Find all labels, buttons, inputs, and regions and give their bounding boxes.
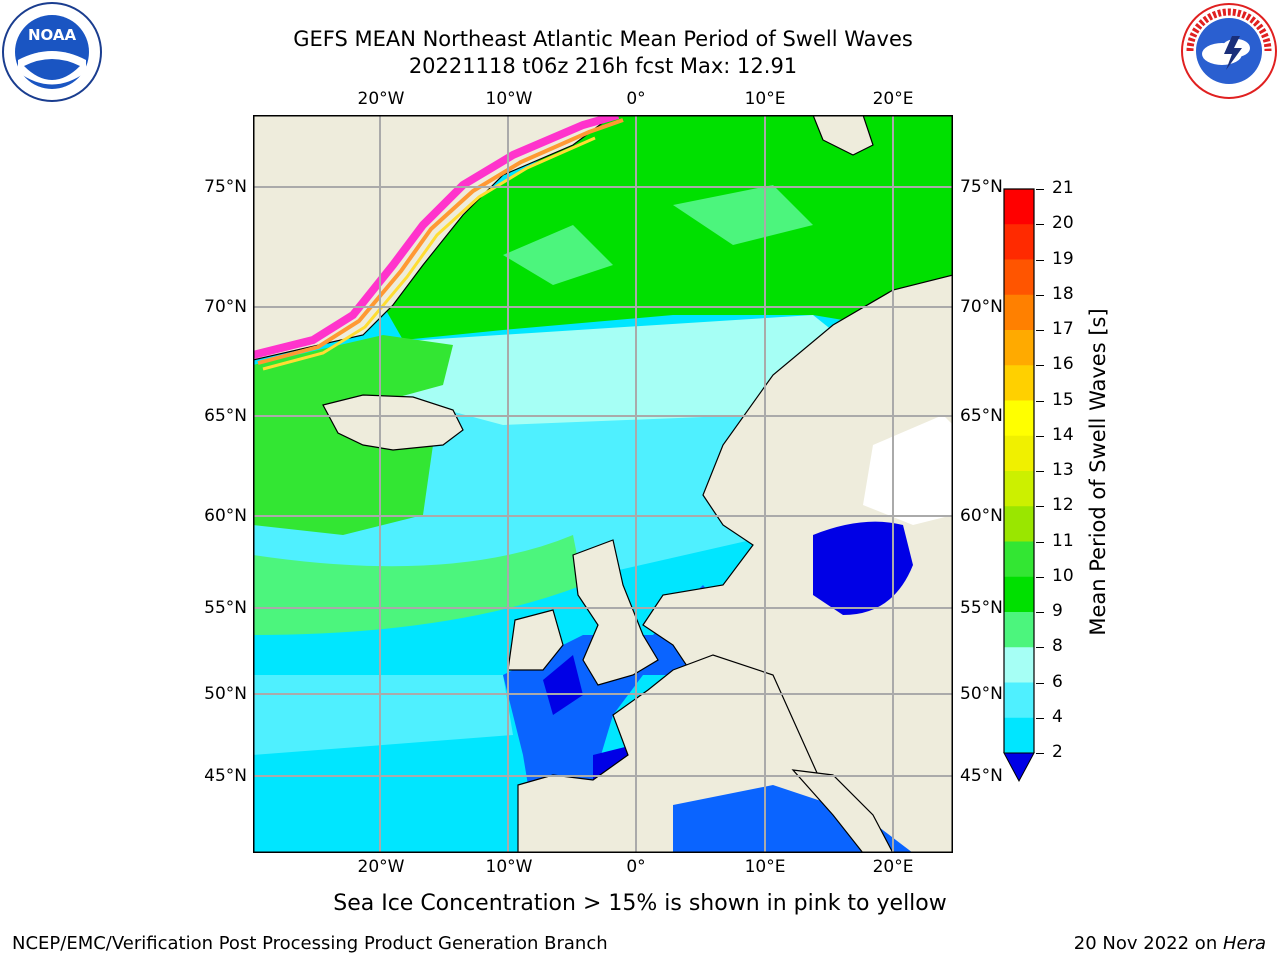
noaa-logo-text: NOAA [28, 26, 77, 44]
lat-tick-right: 60°N [960, 506, 1003, 526]
colorbar-segment [1004, 259, 1034, 296]
lat-tick-left: 60°N [204, 506, 247, 526]
map-panel [253, 115, 953, 853]
lon-tick-bottom: 20°W [357, 857, 405, 877]
colorbar-tick-label: 10 [1052, 565, 1074, 586]
colorbar-tick-label: 17 [1052, 319, 1074, 339]
colorbar-segment [1004, 471, 1034, 507]
colorbar-tick-mark [1036, 365, 1044, 367]
colorbar-tick-label: 18 [1052, 283, 1074, 304]
colorbar [1002, 187, 1036, 783]
colorbar-segment [1004, 189, 1034, 225]
colorbar-tick-label: 19 [1052, 248, 1074, 269]
colorbar-tick-mark [1036, 189, 1044, 190]
colorbar-tick-label: 20 [1052, 213, 1074, 234]
colorbar-tick-mark [1036, 717, 1044, 719]
lat-tick-right: 55°N [960, 598, 1003, 618]
colorbar-tick-label: 12 [1052, 495, 1074, 516]
lon-tick-top: 20°W [357, 89, 405, 109]
colorbar-segment [1004, 435, 1034, 472]
lon-tick-bottom: 20°E [872, 857, 914, 877]
colorbar-tick-mark [1036, 576, 1044, 578]
lon-tick-top: 10°W [485, 89, 533, 109]
colorbar-tick-label: 4 [1052, 706, 1063, 727]
lat-tick-left: 55°N [204, 598, 247, 618]
colorbar-tick-mark [1036, 435, 1044, 437]
lon-tick-bottom: 0° [626, 857, 646, 877]
lon-tick-top: 10°E [744, 89, 786, 109]
footer-credit: NCEP/EMC/Verification Post Processing Pr… [12, 933, 608, 954]
lat-tick-right: 65°N [960, 406, 1003, 426]
colorbar-tick-label: 14 [1052, 424, 1074, 445]
lat-tick-left: 45°N [204, 766, 247, 786]
colorbar-tick-label: 11 [1052, 530, 1074, 551]
colorbar-tick-mark [1036, 259, 1044, 261]
colorbar-tick-mark [1036, 330, 1044, 331]
colorbar-segment [1004, 400, 1034, 437]
lat-tick-right: 70°N [960, 297, 1003, 317]
footer-host: Hera [1222, 933, 1266, 954]
colorbar-segment [1004, 541, 1034, 578]
colorbar-tick-label: 9 [1052, 601, 1063, 621]
colorbar-extend-arrow [1003, 752, 1035, 783]
colorbar-tick-mark [1036, 224, 1044, 226]
colorbar-tick-label: 13 [1052, 460, 1074, 480]
colorbar-segment [1004, 576, 1034, 613]
colorbar-tick-label: 15 [1052, 389, 1074, 410]
colorbar-segment [1004, 506, 1034, 542]
lon-tick-top: 0° [626, 89, 646, 109]
colorbar-tick-mark [1036, 541, 1044, 543]
colorbar-tick-mark [1036, 506, 1044, 508]
noaa-logo-icon: NOAA [2, 2, 102, 106]
lat-tick-right: 45°N [960, 766, 1003, 786]
nws-logo-icon [1180, 2, 1278, 104]
colorbar-tick-mark [1036, 612, 1044, 613]
lon-tick-bottom: 10°W [485, 857, 533, 877]
colorbar-tick-mark [1036, 400, 1044, 402]
colorbar-segment [1004, 224, 1034, 260]
footer-date: 20 Nov 2022 on Hera [1074, 933, 1266, 954]
colorbar-tick-label: 16 [1052, 354, 1074, 375]
colorbar-tick-mark [1036, 471, 1044, 472]
colorbar-segment [1004, 330, 1034, 366]
colorbar-segment [1004, 294, 1034, 331]
footer-date-text: 20 Nov 2022 on [1073, 933, 1223, 954]
colorbar-segment [1004, 647, 1034, 683]
sea-ice-note: Sea Ice Concentration > 15% is shown in … [333, 891, 947, 916]
colorbar-tick-label: 21 [1052, 178, 1074, 198]
colorbar-segment [1004, 682, 1034, 719]
lat-tick-left: 65°N [204, 406, 247, 426]
colorbar-segment [1004, 612, 1034, 648]
lon-tick-bottom: 10°E [744, 857, 786, 877]
colorbar-tick-mark [1036, 647, 1044, 649]
colorbar-tick-label: 2 [1052, 742, 1063, 762]
colorbar-tick-label: 6 [1052, 671, 1063, 692]
lat-tick-right: 75°N [960, 177, 1003, 197]
lat-tick-left: 50°N [204, 684, 247, 704]
map-subtitle: 20221118 t06z 216h fcst Max: 12.91 [408, 54, 798, 78]
colorbar-tick-mark [1036, 294, 1044, 296]
map-title: GEFS MEAN Northeast Atlantic Mean Period… [293, 27, 913, 51]
colorbar-tick-mark [1036, 682, 1044, 684]
colorbar-segment [1004, 365, 1034, 401]
lon-tick-top: 20°E [872, 89, 914, 109]
colorbar-tick-mark [1036, 753, 1044, 754]
colorbar-label: Mean Period of Swell Waves [s] [1086, 308, 1110, 636]
colorbar-tick-label: 8 [1052, 636, 1063, 657]
lat-tick-right: 50°N [960, 684, 1003, 704]
lat-tick-left: 70°N [204, 297, 247, 317]
colorbar-segment [1004, 717, 1034, 754]
lat-tick-left: 75°N [204, 177, 247, 197]
